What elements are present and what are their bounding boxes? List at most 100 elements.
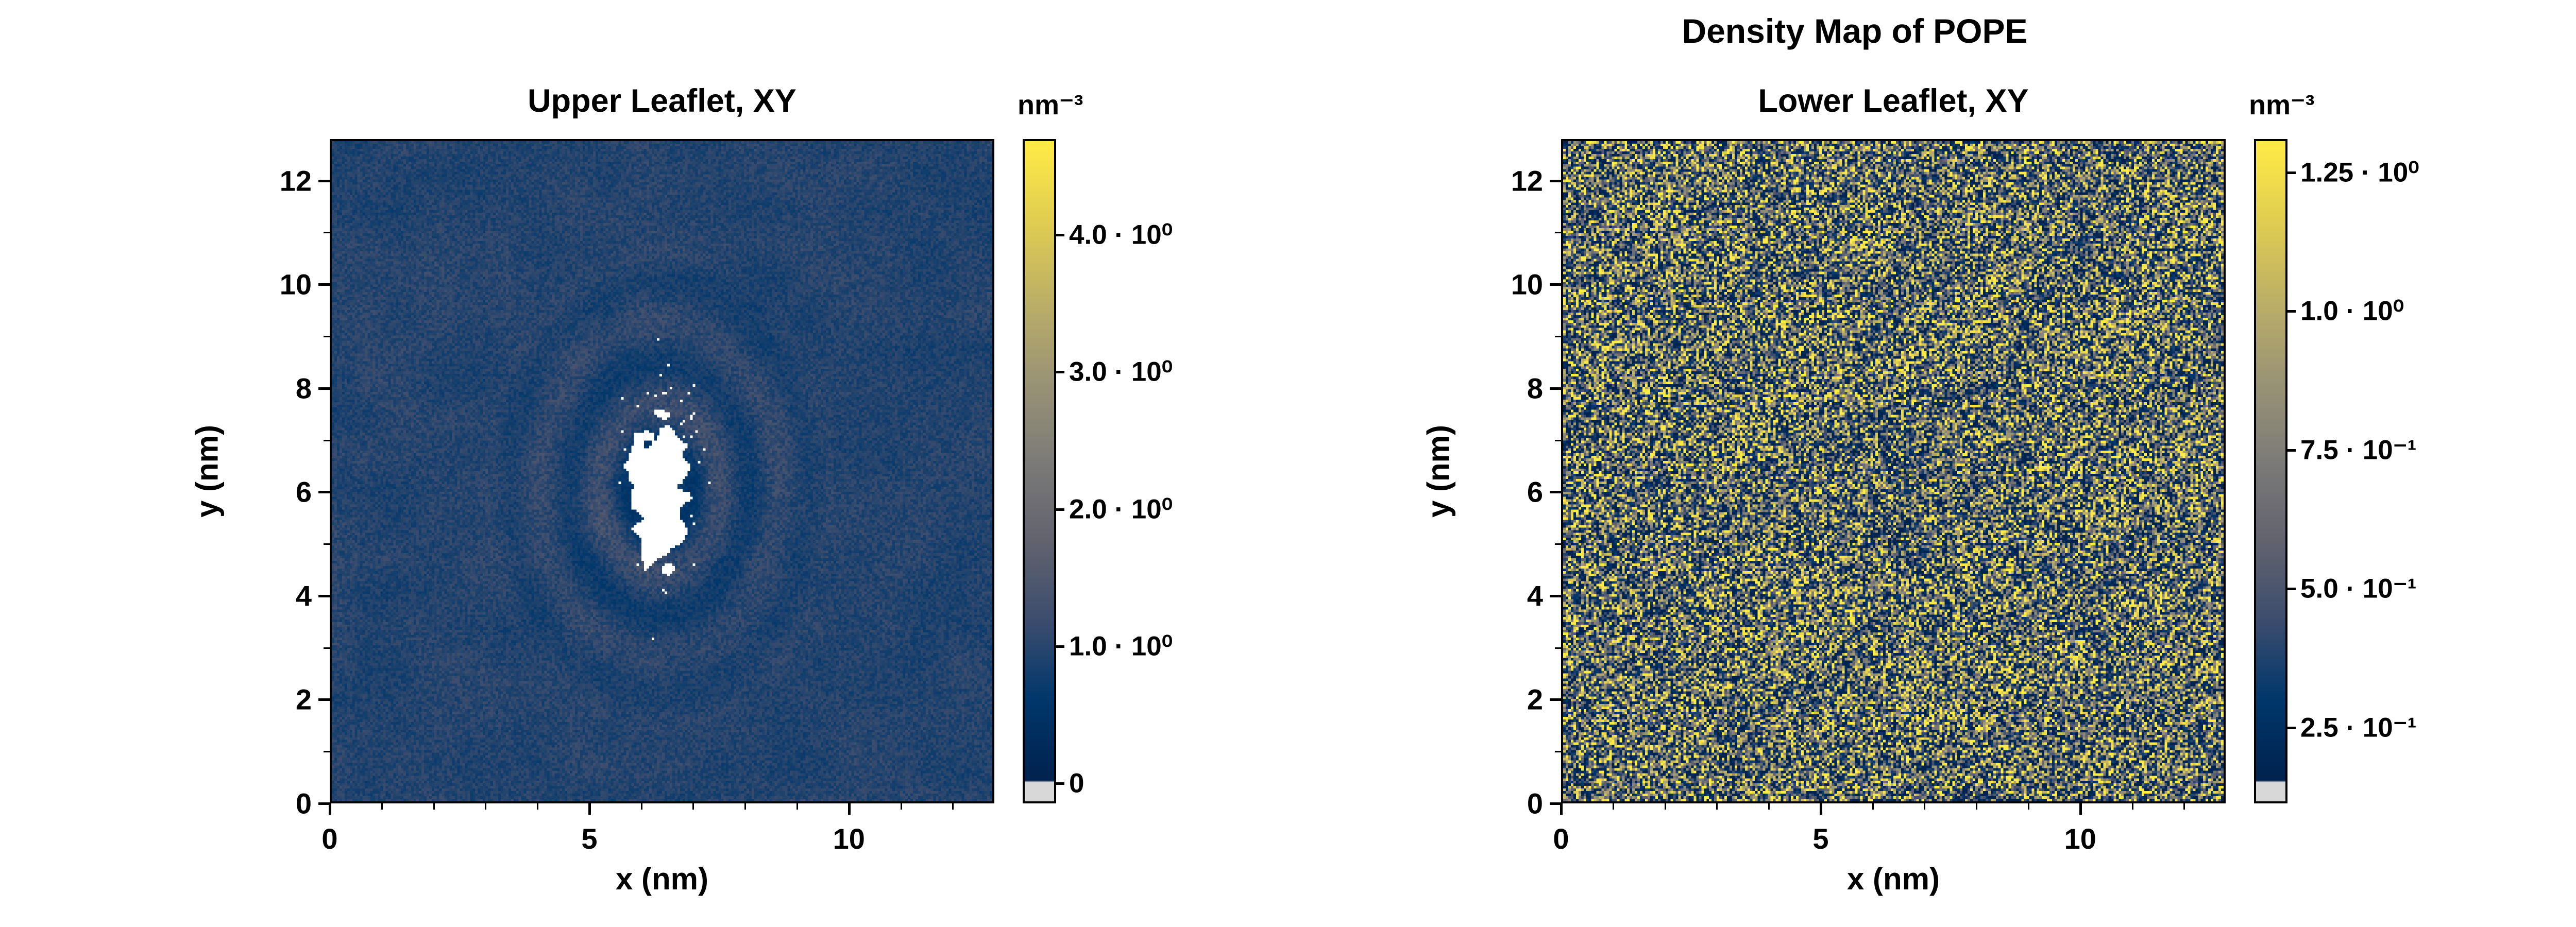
x-minor-tick-mark <box>1924 803 1926 810</box>
colorbar-tick-mark <box>1056 234 1064 237</box>
y-minor-tick-mark <box>324 439 330 441</box>
colorbar-tick-label: 1.0 · 10⁰ <box>1069 631 1173 662</box>
y-tick-mark <box>1550 802 1561 805</box>
y-tick-mark <box>1550 698 1561 701</box>
colorbar-tick-mark <box>2287 449 2296 452</box>
colorbar-unit-label: nm⁻³ <box>1018 90 1083 121</box>
colorbar-tick-label: 5.0 · 10⁻¹ <box>2300 573 2417 604</box>
y-minor-tick-mark <box>1555 439 1561 441</box>
colorbar-tick-label: 2.5 · 10⁻¹ <box>2300 712 2417 743</box>
x-minor-tick-mark <box>485 803 487 810</box>
y-tick-label: 12 <box>1511 164 1543 197</box>
x-tick-mark <box>1560 803 1563 815</box>
x-minor-tick-mark <box>381 803 383 810</box>
x-axis-label: x (nm) <box>616 862 708 896</box>
x-minor-tick-mark <box>952 803 954 810</box>
y-minor-tick-mark <box>1555 335 1561 337</box>
colorbar-tick-label: 3.0 · 10⁰ <box>1069 356 1173 387</box>
y-tick-mark <box>318 802 330 805</box>
colorbar-gradient-canvas <box>1025 141 1054 801</box>
y-tick-mark <box>1550 387 1561 390</box>
colorbar-tick-mark <box>1056 782 1064 785</box>
x-tick-label: 10 <box>2064 822 2096 855</box>
x-tick-label: 0 <box>321 822 338 855</box>
heatmap-upper-leaflet <box>330 139 994 803</box>
y-tick-mark <box>318 387 330 390</box>
y-tick-label: 2 <box>1527 683 1543 716</box>
figure-title: Density Map of POPE <box>1682 12 2028 50</box>
y-tick-mark <box>318 491 330 494</box>
x-minor-tick-mark <box>433 803 435 810</box>
y-minor-tick-mark <box>324 751 330 753</box>
y-minor-tick-mark <box>324 647 330 649</box>
colorbar-tick-label: 2.0 · 10⁰ <box>1069 494 1173 525</box>
x-minor-tick-mark <box>2131 803 2133 810</box>
colorbar-tick-mark <box>2287 588 2296 591</box>
heatmap-canvas-upper-leaflet <box>332 141 992 801</box>
colorbar-tick-label: 0 <box>1069 768 1084 799</box>
colorbar-tick-label: 4.0 · 10⁰ <box>1069 219 1173 250</box>
x-minor-tick-mark <box>1664 803 1666 810</box>
colorbar-tick-label: 1.25 · 10⁰ <box>2300 157 2419 188</box>
heatmap-lower-leaflet <box>1561 139 2226 803</box>
y-minor-tick-mark <box>1555 543 1561 545</box>
y-tick-mark <box>318 594 330 597</box>
colorbar-lower-leaflet <box>2254 139 2287 803</box>
y-tick-label: 6 <box>295 475 312 508</box>
x-tick-mark <box>2079 803 2082 815</box>
y-minor-tick-mark <box>1555 647 1561 649</box>
y-tick-mark <box>318 283 330 286</box>
x-tick-mark <box>1819 803 1822 815</box>
y-tick-label: 8 <box>1527 372 1543 405</box>
plot-title-lower-leaflet: Lower Leaflet, XY <box>1758 83 2029 119</box>
y-tick-label: 10 <box>279 268 312 301</box>
y-minor-tick-mark <box>1555 232 1561 234</box>
heatmap-canvas-lower-leaflet <box>1563 141 2224 801</box>
x-tick-mark <box>588 803 591 815</box>
y-tick-mark <box>1550 283 1561 286</box>
y-tick-mark <box>1550 179 1561 182</box>
x-minor-tick-mark <box>692 803 694 810</box>
y-tick-label: 8 <box>295 372 312 405</box>
x-tick-label: 0 <box>1553 822 1569 855</box>
y-tick-label: 12 <box>279 164 312 197</box>
x-minor-tick-mark <box>640 803 642 810</box>
x-minor-tick-mark <box>1716 803 1718 810</box>
y-tick-mark <box>1550 491 1561 494</box>
x-tick-mark <box>848 803 851 815</box>
colorbar-tick-label: 1.0 · 10⁰ <box>2300 296 2404 327</box>
x-tick-mark <box>329 803 331 815</box>
y-tick-label: 2 <box>295 683 312 716</box>
y-tick-label: 0 <box>295 787 312 820</box>
x-tick-label: 5 <box>1812 822 1829 855</box>
x-minor-tick-mark <box>1768 803 1770 810</box>
colorbar-tick-mark <box>2287 727 2296 730</box>
colorbar-tick-mark <box>2287 310 2296 313</box>
y-minor-tick-mark <box>324 543 330 545</box>
colorbar-tick-mark <box>1056 645 1064 648</box>
y-tick-label: 4 <box>1527 579 1543 612</box>
plot-title-upper-leaflet: Upper Leaflet, XY <box>528 83 796 119</box>
colorbar-tick-mark <box>1056 508 1064 511</box>
x-minor-tick-mark <box>744 803 747 810</box>
y-tick-label: 10 <box>1511 268 1543 301</box>
x-minor-tick-mark <box>2183 803 2185 810</box>
colorbar-upper-leaflet <box>1023 139 1056 803</box>
colorbar-unit-label: nm⁻³ <box>2249 90 2315 121</box>
x-minor-tick-mark <box>1976 803 1978 810</box>
x-minor-tick-mark <box>1612 803 1614 810</box>
colorbar-tick-mark <box>1056 371 1064 374</box>
y-tick-mark <box>318 698 330 701</box>
colorbar-tick-label: 7.5 · 10⁻¹ <box>2300 435 2417 466</box>
y-tick-mark <box>1550 594 1561 597</box>
y-tick-label: 4 <box>295 579 312 612</box>
x-minor-tick-mark <box>796 803 799 810</box>
colorbar-gradient-canvas <box>2256 141 2285 801</box>
y-minor-tick-mark <box>324 232 330 234</box>
x-tick-label: 10 <box>833 822 865 855</box>
x-minor-tick-mark <box>900 803 902 810</box>
y-tick-label: 6 <box>1527 475 1543 508</box>
x-minor-tick-mark <box>2028 803 2030 810</box>
y-tick-mark <box>318 179 330 182</box>
